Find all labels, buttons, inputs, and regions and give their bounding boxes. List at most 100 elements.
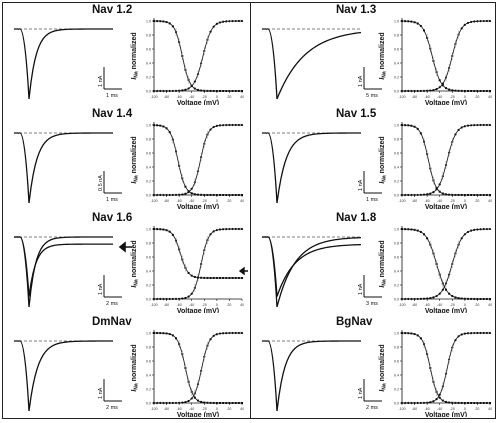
inactivation-point [228,401,231,404]
x-tick-label: 40 [240,407,244,411]
activation-point [212,334,215,337]
y-axis-label-i: I [379,181,386,184]
x-tick-label: -20 [202,199,207,203]
activation-point [181,193,184,196]
x-tick-label: 20 [475,407,479,411]
inactivation-point [485,89,488,92]
y-tick-label: 0.2 [394,283,399,287]
x-axis-label: Voltage (mV) [177,204,219,209]
y-axis-label-sub: Na [134,383,140,390]
activation-point [215,124,218,128]
activation-point [457,335,460,338]
inactivation-point [231,401,234,404]
activation-point [171,401,174,405]
inactivation-curve [402,228,490,300]
x-tick-label: -20 [202,407,207,411]
y-tick-label: 0.4 [394,165,399,169]
inactivation-point [168,22,171,25]
activation-point [184,400,187,404]
x-tick-label: 0 [216,407,218,411]
inactivation-point [463,297,466,300]
inactivation-point [162,125,165,128]
inactivation-point [171,233,174,236]
y-tick-label: 0.0 [394,193,399,197]
activation-point [426,89,429,92]
inactivation-point [423,233,425,236]
panel-graphics: 1 ms0.5 nA -100 -80 -60 -40 -20 0 20 40 0.0 0.2 0.4… [14,122,244,209]
y-tick-label: 0.4 [394,373,399,377]
inactivation-point [410,332,413,335]
x-tick-label: -100 [150,95,157,99]
inactivation-point [463,89,466,92]
activation-point [218,21,222,24]
inactivation-point [203,401,206,404]
x-tick-label: -100 [150,199,157,203]
y-axis-label-sub: Na [382,175,388,182]
inactivation-point [404,228,407,231]
activation-point [413,297,416,301]
activation-point [488,227,492,231]
column-divider [250,2,251,419]
y-tick-label: 0.6 [146,47,151,51]
activation-point [463,125,466,128]
y-tick-label: 1.0 [394,227,399,231]
panel-title: Nav 1.8 [336,212,377,224]
activation-point [488,19,492,23]
inactivation-point [404,20,407,23]
y-tick-label: 0.6 [394,255,399,259]
x-tick-label: -80 [164,303,169,307]
inactivation-point [165,21,168,24]
inactivation-point [212,193,215,196]
inactivation-point [460,89,463,92]
inactivation-point [219,89,221,92]
x-tick-label: -60 [425,199,430,203]
inactivation-point [206,276,209,279]
inactivation-point [203,89,206,92]
inactivation-point [203,276,206,279]
activation-point [422,89,426,92]
activation-point [225,20,228,23]
panel-title: Nav 1.5 [336,108,377,120]
inactivation-point [241,277,243,279]
inactivation-point [445,87,447,90]
current-trace [262,236,362,297]
activation-point [225,123,228,127]
activation-point [174,297,178,301]
x-tick-label: -80 [412,95,417,99]
inactivation-point [407,20,410,23]
y-tick-label: 0.4 [146,61,151,65]
activation-point [429,401,432,404]
x-tick-label: -60 [177,303,182,307]
inactivation-point [489,194,491,196]
inactivation-point [234,276,237,279]
activation-point [476,123,479,127]
inactivation-point [470,89,473,92]
activation-point [162,89,165,93]
activation-point [178,89,181,92]
inactivation-point [156,332,159,335]
activation-point [485,19,488,23]
activation-point [454,339,457,342]
activation-point [463,332,466,335]
x-tick-label: 20 [227,303,231,307]
inactivation-point [162,332,165,335]
activation-point [181,89,184,92]
inactivation-point [401,20,403,23]
activation-point [485,331,488,335]
inactivation-point [413,228,416,231]
y-tick-label: 0.6 [146,151,151,155]
x-tick-label: -60 [425,303,430,307]
activation-point [419,193,422,196]
activation-point [404,401,407,405]
y-tick-label: 1.0 [146,331,151,335]
activation-point [470,332,473,335]
inactivation-point [467,401,469,404]
y-tick-label: 1.0 [394,123,399,127]
activation-point [228,227,231,231]
inactivation-point [200,89,203,92]
y-axis-label-rest: normalized [131,32,138,71]
activation-point [178,401,181,404]
y-tick-label: 1.0 [146,19,151,23]
activation-point [404,89,407,93]
activation-point [485,123,488,127]
